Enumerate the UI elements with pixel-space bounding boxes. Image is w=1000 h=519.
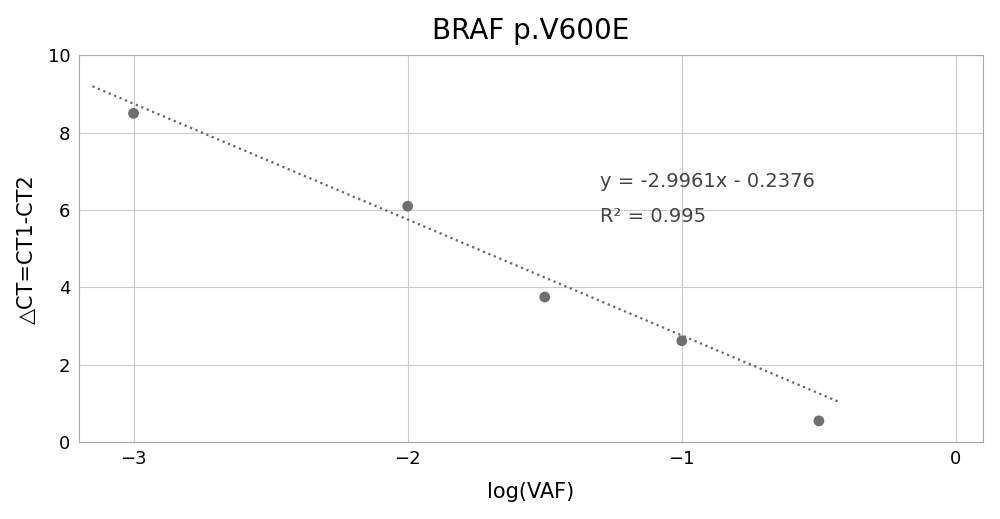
Point xyxy=(674,337,690,345)
X-axis label: log(VAF): log(VAF) xyxy=(487,482,575,502)
Point xyxy=(811,417,827,425)
Title: BRAF p.V600E: BRAF p.V600E xyxy=(432,17,630,45)
Point xyxy=(537,293,553,301)
Point xyxy=(126,109,142,117)
Text: y = -2.9961x - 0.2376: y = -2.9961x - 0.2376 xyxy=(600,172,814,190)
Y-axis label: △CT=CT1-CT2: △CT=CT1-CT2 xyxy=(17,174,37,324)
Text: R² = 0.995: R² = 0.995 xyxy=(600,207,706,226)
Point xyxy=(400,202,416,210)
